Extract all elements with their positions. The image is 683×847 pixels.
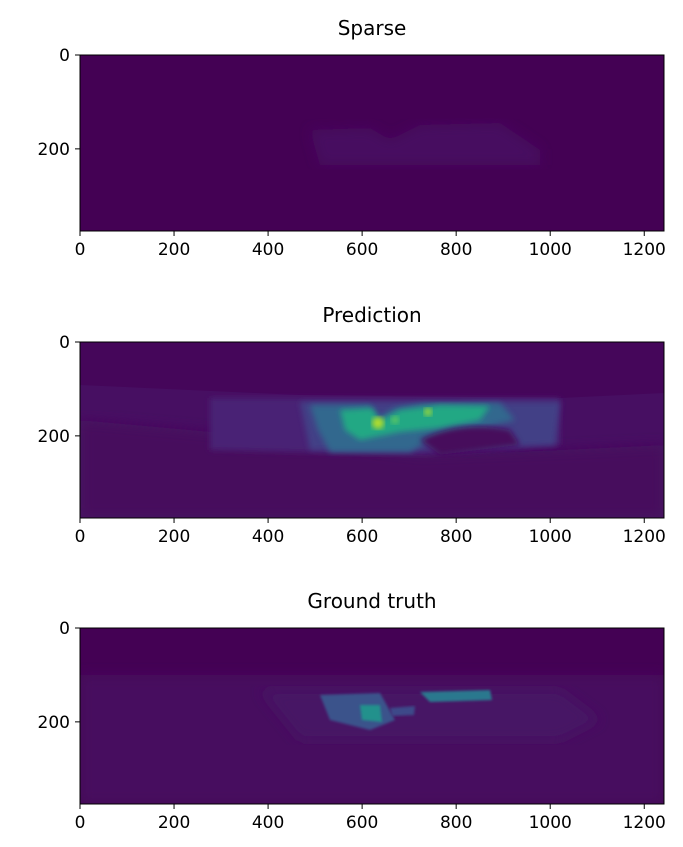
axes-frame <box>79 341 665 519</box>
image-ground-truth <box>80 628 664 804</box>
x-tick-label: 600 <box>346 240 378 260</box>
y-tick-label: 200 <box>38 427 70 447</box>
x-tick-label: 800 <box>440 813 472 833</box>
y-tick-label: 0 <box>59 46 70 66</box>
x-tick-label: 200 <box>158 527 190 547</box>
x-tick-label: 800 <box>440 240 472 260</box>
x-tick-label: 200 <box>158 813 190 833</box>
x-tick-label: 200 <box>158 240 190 260</box>
x-tick-label: 1200 <box>623 527 666 547</box>
y-tick-label: 0 <box>59 619 70 639</box>
x-tick-label: 600 <box>346 527 378 547</box>
x-tick-label: 400 <box>252 240 284 260</box>
x-tick-label: 600 <box>346 813 378 833</box>
x-tick-label: 0 <box>75 527 86 547</box>
y-tick-label: 200 <box>38 713 70 733</box>
image-prediction <box>80 342 664 518</box>
image-sparse <box>80 55 664 231</box>
x-tick-label: 400 <box>252 527 284 547</box>
x-tick-label: 1000 <box>529 813 572 833</box>
x-tick-label: 0 <box>75 240 86 260</box>
x-tick-label: 1200 <box>623 813 666 833</box>
panel-title: Prediction <box>322 303 421 327</box>
axes-frame <box>79 627 665 805</box>
x-tick-label: 400 <box>252 813 284 833</box>
panel-title: Sparse <box>338 16 407 40</box>
x-tick-label: 1000 <box>529 240 572 260</box>
axes-frame <box>79 54 665 232</box>
x-tick-label: 1000 <box>529 527 572 547</box>
y-tick-label: 0 <box>59 333 70 353</box>
y-tick-label: 200 <box>38 140 70 160</box>
x-tick-label: 800 <box>440 527 472 547</box>
x-tick-label: 1200 <box>623 240 666 260</box>
x-tick-label: 0 <box>75 813 86 833</box>
panel-title: Ground truth <box>307 589 436 613</box>
